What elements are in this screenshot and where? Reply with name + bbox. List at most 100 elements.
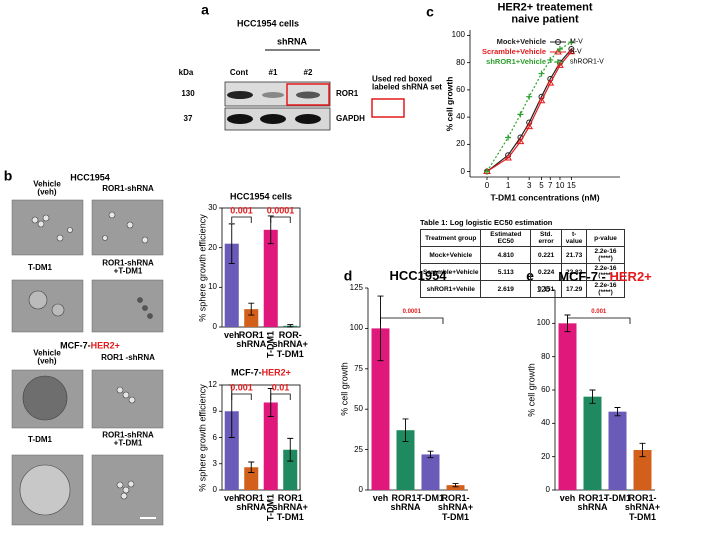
bracket: [380, 317, 444, 324]
y-tick-label: 120: [536, 284, 550, 294]
cell: [42, 214, 50, 222]
cell: [126, 221, 134, 229]
chart-title: HER2+ treatement naive patient: [497, 1, 593, 25]
y-tick-label: 9: [212, 406, 217, 416]
cell: [56, 234, 64, 242]
bar: [283, 449, 298, 490]
cell: [37, 220, 45, 228]
title-part: HER2+: [90, 340, 120, 351]
y-axis-label: % sphere growth efficiency: [197, 213, 208, 322]
x-tick-label: ROR1 shRNA+ T-DM1: [272, 493, 308, 522]
y-tick-label: 20: [208, 242, 217, 252]
annotation: 0.001: [230, 382, 253, 393]
error-bar: [228, 223, 235, 264]
y-tick-label: 80: [456, 57, 465, 67]
y-tick-label: 30: [208, 202, 217, 212]
chart-title: HCC1954: [389, 268, 447, 284]
bar: [224, 243, 239, 327]
table-cell: 2.619: [480, 280, 532, 298]
x-tick-label: veh: [223, 493, 240, 503]
table-cell: 0.221: [530, 246, 563, 264]
table-cell: Estimated EC50: [480, 229, 532, 247]
title-part: HER2+: [609, 269, 652, 285]
micrograph: [11, 199, 84, 256]
image-title: HCC1954: [70, 172, 110, 183]
title-part: MCF-7 -: [558, 269, 610, 285]
point: [568, 39, 575, 46]
bar: [558, 323, 577, 490]
x-tick-label: 0: [484, 180, 490, 190]
table-row: Mock+Vehicle 4.810 0.221 21.73 2.2e-16 (****…: [419, 246, 625, 264]
y-tick-label: 125: [349, 282, 363, 292]
error-bar: [287, 437, 294, 462]
table-cell: Treatment group: [419, 229, 482, 247]
legend-box: [371, 98, 405, 118]
bracket: [567, 317, 631, 324]
legend-label: shROR1-V: [570, 58, 604, 66]
table: Table 1: Log logistic EC50 estimation Tre…: [419, 218, 625, 298]
cell: [147, 313, 153, 319]
cell: [122, 391, 130, 399]
cell: [102, 235, 108, 241]
image-title: MCF-7-HER2+: [60, 341, 120, 350]
x-tick-label: ROR1 shRNA: [236, 493, 267, 513]
legend-label: M-V: [570, 38, 583, 46]
image-label: ROR1-shRNA +T-DM1: [102, 258, 154, 276]
legend-name: Scramble+Vehicle: [482, 47, 546, 57]
cell: [120, 492, 128, 500]
cell: [22, 375, 68, 421]
point: [555, 59, 561, 65]
panel-label: d: [343, 267, 353, 284]
bracket: [270, 393, 291, 400]
cell: [141, 236, 149, 244]
error-bar: [589, 389, 596, 404]
cell: [67, 227, 73, 233]
bar: [608, 411, 627, 490]
legend-label: S-V: [570, 48, 582, 56]
point: [505, 134, 512, 141]
x-tick-label: 15: [566, 180, 576, 190]
point: [538, 70, 545, 77]
table-title: Table 1: Log logistic EC50 estimation: [420, 218, 553, 227]
micrograph: [91, 369, 164, 429]
chart-title: MCF-7-HER2+: [231, 368, 291, 377]
x-tick-label: ROR1- shRNA: [390, 493, 421, 513]
image-label: T-DM1: [28, 434, 52, 444]
point: [556, 46, 563, 53]
panel-label: a: [201, 1, 209, 18]
y-tick-label: 0: [460, 166, 465, 176]
x-tick-label: ROR- shRNA+ T-DM1: [272, 330, 308, 359]
bar: [263, 402, 278, 490]
bar: [263, 229, 278, 327]
y-tick-label: 10: [208, 282, 217, 292]
bar: [244, 467, 259, 490]
legend-name: Mock+Vehicle: [496, 37, 546, 47]
table-cell: t-value: [561, 229, 588, 247]
error-bar: [287, 324, 294, 328]
table-cell: 5.113: [480, 263, 532, 281]
point: [525, 122, 534, 130]
y-tick-label: 20: [541, 451, 550, 461]
blot-title: HCC1954 cells: [236, 18, 300, 29]
chart-title: HCC1954 cells: [229, 191, 293, 202]
error-bar: [452, 483, 459, 488]
marker-label: 37: [183, 113, 193, 123]
point: [484, 168, 490, 175]
y-tick-label: 60: [456, 84, 465, 94]
y-tick-label: 75: [354, 363, 363, 373]
y-tick-label: 0: [545, 484, 550, 494]
table-cell: Std. error: [530, 229, 563, 247]
table-cell: 0.224: [530, 263, 563, 281]
y-tick-label: 12: [208, 379, 217, 389]
table-cell: 2.2e-16 (****): [586, 280, 625, 298]
bar: [396, 430, 415, 490]
plot-frame: [221, 207, 301, 328]
title-part: HER2+: [261, 367, 291, 378]
y-tick-label: 3: [212, 458, 217, 468]
cell: [116, 481, 124, 489]
image-label: T-DM1: [28, 262, 52, 272]
kda-label: kDa: [178, 67, 194, 77]
panel-label: b: [3, 167, 13, 184]
table-row: Treatment group Estimated EC50 Std. error t…: [419, 229, 625, 247]
